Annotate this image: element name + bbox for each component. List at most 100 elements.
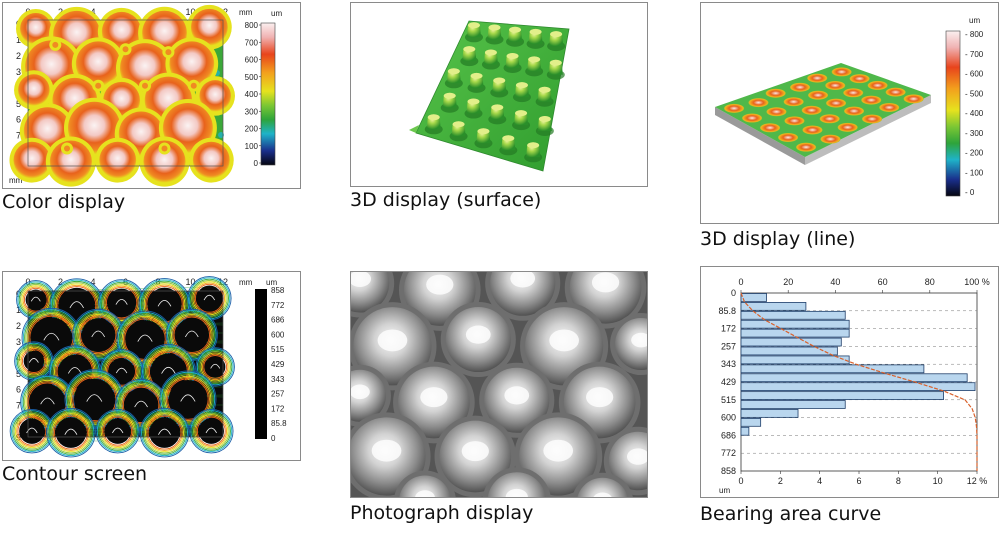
y-tick-label: 2 [16,321,21,331]
histogram-bar [740,400,846,409]
contour-cell [198,418,225,444]
y-tick-label: 5 [16,369,21,379]
scale-tick: - 0 [965,188,975,197]
contour-cell [55,417,87,448]
y-tick-label: 3 [16,337,21,347]
scale-tick: 858 [271,286,285,295]
y-tick-label: 257 [721,341,736,351]
x-tick-label: 2 [58,7,63,17]
photo-cell [351,369,386,422]
x-tick-label: 10 [185,7,195,17]
scale-tick: - 600 [965,70,984,79]
photo-cell [577,477,628,497]
scale-unit: um [266,278,277,287]
color-map: 024681012mm0123456789mm um80070060050040… [9,4,282,187]
photo-cell [399,475,451,497]
contour-cell [108,358,135,385]
contour-cell [149,417,180,448]
x-tick-label: 4 [90,7,95,17]
contour-cell [196,285,223,312]
surface-peak [819,114,840,124]
contour-cell [25,289,47,310]
surface-peak [760,123,781,133]
scale-tick: 0 [254,159,259,168]
y-tick-label: 429 [721,377,736,387]
scale-tick: 686 [271,316,285,325]
histogram-bar [740,355,850,365]
scale-tick: 85.8 [271,419,287,428]
x-tick-label: 4 [90,277,95,287]
scale-tick: - 200 [965,149,984,158]
top-axis-tick: 60 [878,277,888,287]
bottom-axis-tick: 0 [738,476,743,486]
bottom-axis-tick: 2 [778,476,783,486]
x-tick-label: 12 [218,277,228,287]
scale-tick: - 100 [965,168,984,177]
top-axis-tick: 100 % [964,277,990,287]
y-tick-label: 515 [721,395,736,405]
photograph-panel [350,271,648,498]
y-tick-label: 858 [721,466,736,476]
bottom-axis-tick: 10 [933,476,943,486]
surface-peak [784,116,805,126]
histogram-bar [740,373,968,383]
scale-tick: 300 [245,107,259,116]
surface-peak [885,87,906,97]
histogram-bar [740,337,842,347]
scale-tick: 600 [245,56,259,65]
x-unit-label: mm [239,278,253,287]
surface-peak [765,88,786,98]
surface-peak [778,132,799,142]
histogram-bar [740,364,925,374]
contour-cell [81,318,115,352]
scale-tick: 257 [271,390,285,399]
bottom-axis-tick: 4 [817,476,822,486]
scale-tick: 515 [271,345,285,354]
top-axis-tick: 0 [738,277,743,287]
color-display-panel: 024681012mm0123456789mm um80070060050040… [2,2,301,189]
surface-peak [903,94,924,104]
top-axis-tick: 80 [925,277,935,287]
photograph-image [351,272,647,497]
scale-tick: 400 [245,90,259,99]
contour-cell [29,384,66,420]
photo-cell [608,431,647,491]
contour-cell [23,350,45,372]
y-tick-label: 1 [16,35,21,45]
caption-contour-screen: Contour screen [2,463,148,485]
scale-unit: um [271,9,282,18]
scale-tick: 100 [245,142,259,151]
surface-peak [837,122,858,132]
contour-cell [168,379,207,419]
color-scale-bar [260,22,276,166]
photo-cell [487,472,546,497]
histogram-bar [740,346,838,356]
y-tick-label: 600 [721,413,736,423]
surface-peak [801,105,822,115]
scale-tick: 700 [245,38,259,47]
y-unit-label: mm [9,176,23,185]
scale-tick: 429 [271,360,285,369]
surface-peak [802,125,823,135]
surface-peak [783,97,804,107]
scale-tick: - 800 [965,30,984,39]
cell [13,141,51,179]
surface-peak [748,98,769,108]
y-tick-label: 0 [731,288,736,298]
y-tick-label: 7 [16,401,21,411]
top-axis-tick: 20 [783,277,793,287]
surface-peak [844,106,865,116]
histogram-bar [740,328,850,338]
scale-tick: 500 [245,73,259,82]
y-tick-label: 6 [16,385,21,395]
slab-front-left [715,107,805,165]
histogram-bar [740,310,846,320]
contour-cell [19,418,45,444]
surface-peak [861,95,882,105]
histogram-bar [740,319,850,329]
surface-peak [831,67,852,77]
caption-photograph-display: Photograph display [350,502,534,524]
surface-peak [879,102,900,112]
line-3d-panel: um - 800 - 700 - 600 - 500 - 400 - 300 - 200 - 1… [700,2,999,224]
